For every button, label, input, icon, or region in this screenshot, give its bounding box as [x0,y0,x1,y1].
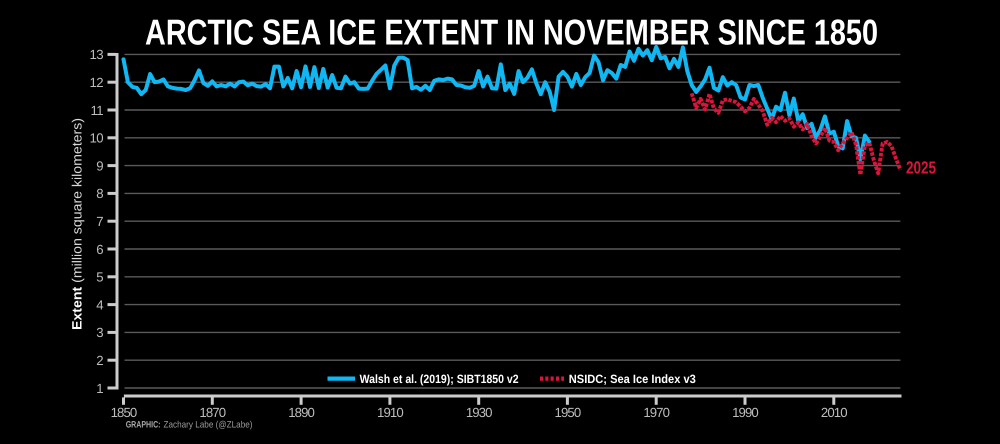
svg-text:1870: 1870 [199,405,225,420]
svg-text:7: 7 [96,214,103,229]
svg-text:1950: 1950 [555,405,581,420]
svg-text:Walsh et al. (2019); SIBT1850: Walsh et al. (2019); SIBT1850 v2 [360,372,519,386]
svg-text:9: 9 [96,158,103,173]
svg-text:1: 1 [96,381,103,396]
svg-text:13: 13 [90,47,104,62]
svg-text:2010: 2010 [821,405,847,420]
svg-text:1910: 1910 [377,405,403,420]
svg-text:1970: 1970 [643,405,669,420]
svg-text:GRAPHIC:: GRAPHIC: [126,420,161,430]
svg-text:1990: 1990 [732,405,758,420]
svg-text:11: 11 [91,103,104,118]
svg-text:Extent (million square kilomet: Extent (million square kilometers) [69,118,84,330]
svg-text:3: 3 [96,325,103,340]
svg-text:1890: 1890 [288,405,314,420]
svg-text:2025: 2025 [906,158,936,178]
svg-text:1930: 1930 [466,405,492,420]
svg-text:6: 6 [96,242,103,257]
svg-text:1850: 1850 [111,405,137,420]
svg-text:10: 10 [90,131,104,146]
svg-text:NSIDC; Sea Ice Index v3: NSIDC; Sea Ice Index v3 [569,372,696,386]
svg-text:Zachary Labe (@ZLabe): Zachary Labe (@ZLabe) [164,420,253,430]
svg-text:2: 2 [96,353,103,368]
svg-text:8: 8 [96,186,103,201]
svg-text:5: 5 [96,270,103,285]
svg-text:4: 4 [96,297,103,312]
svg-text:12: 12 [90,75,104,90]
svg-text:ARCTIC SEA ICE EXTENT IN NOVEM: ARCTIC SEA ICE EXTENT IN NOVEMBER SINCE … [145,12,878,53]
